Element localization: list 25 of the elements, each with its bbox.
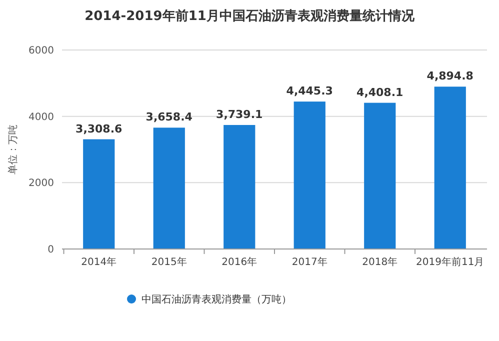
x-tick-label: 2019年前11月 (416, 256, 484, 268)
y-tick-label: 2000 (28, 178, 54, 190)
text: 4,894.8 (426, 70, 474, 83)
y-tick-label: 0 (48, 244, 54, 256)
text: 4,408.1 (356, 86, 404, 99)
x-tick-label: 2014年 (81, 256, 117, 268)
text: 3,308.6 (76, 122, 122, 136)
bar (364, 102, 396, 249)
x-tick-label: 2016年 (222, 256, 258, 268)
text: 3,739.1 (216, 108, 263, 121)
bar (294, 102, 326, 249)
y-tick-label: 4000 (28, 112, 54, 123)
bar (83, 139, 115, 249)
x-tick-label: 2015年 (151, 256, 187, 268)
x-tick-label: 2017年 (292, 256, 328, 268)
chart-title: 2014-2019年前11月中国石油沥青表观消费量统计情况 (84, 8, 416, 24)
text: 3,658.4 (146, 110, 192, 124)
bar (153, 128, 185, 249)
legend-label: 中国石油沥青表观消费量（万吨） (142, 294, 292, 306)
x-tick-label: 2018年 (362, 256, 398, 268)
y-tick-label: 6000 (28, 46, 54, 56)
bar (434, 86, 466, 249)
bar (224, 124, 256, 249)
y-axis-title: 单位：万吨 (7, 124, 19, 174)
text: 4,445.3 (286, 84, 333, 98)
